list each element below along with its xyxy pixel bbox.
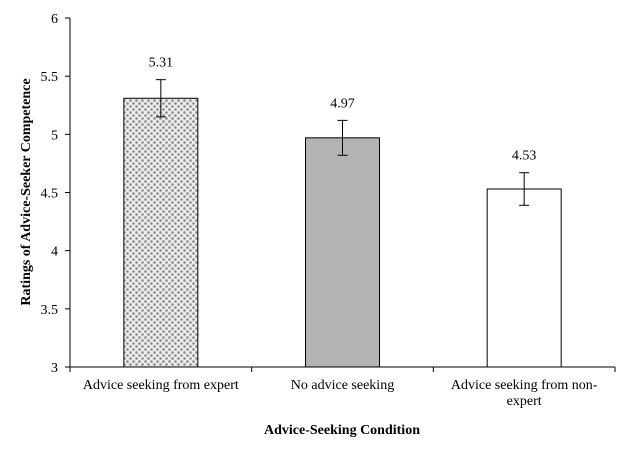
x-tick-label: Advice seeking from non-	[451, 378, 598, 393]
y-tick-label: 6	[51, 12, 58, 27]
data-label: 4.53	[512, 149, 537, 164]
x-tick-labels: Advice seeking from expert No advice seek…	[83, 378, 598, 409]
bar	[305, 137, 380, 368]
y-tick-label: 5.5	[41, 70, 59, 85]
y-axis-title: Ratings of Advice-Seeker Competence	[19, 78, 34, 305]
x-tick-label: expert	[507, 394, 542, 409]
y-tick-label: 3	[51, 361, 58, 376]
y-axis: 3 3.5 4 4.5 5 5.5 6	[41, 12, 71, 376]
x-tick-label: No advice seeking	[291, 378, 394, 393]
y-tick-label: 4	[51, 245, 58, 260]
bars: 5.31 4.97 4.53	[123, 56, 562, 368]
x-axis-title: Advice-Seeking Condition	[264, 423, 420, 438]
y-tick-label: 4.5	[41, 187, 59, 202]
y-tick-label: 5	[51, 128, 58, 143]
data-label: 5.31	[149, 56, 174, 71]
bar	[486, 188, 562, 368]
bar	[123, 97, 199, 368]
data-label: 4.97	[330, 96, 355, 111]
y-tick-label: 3.5	[41, 303, 59, 318]
x-tick-label: Advice seeking from expert	[83, 378, 239, 393]
x-axis	[69, 366, 616, 372]
